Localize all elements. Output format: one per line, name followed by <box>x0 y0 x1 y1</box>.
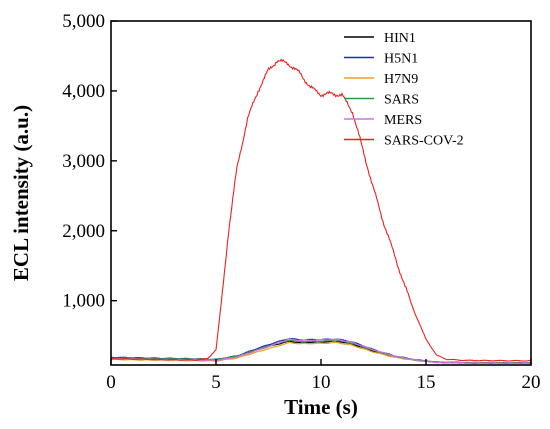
legend-label-sars-cov-2: SARS-COV-2 <box>384 134 464 149</box>
plot-lines <box>110 58 532 365</box>
y-tick-label: 1,000 <box>62 291 105 312</box>
y-tick-label: 3,000 <box>62 151 105 172</box>
legend-label-h7n9: H7N9 <box>384 72 418 87</box>
x-tick-label: 5 <box>211 372 221 393</box>
plot-frame <box>110 20 532 366</box>
x-tick-label: 15 <box>417 372 436 393</box>
legend-label-hin1: HIN1 <box>384 31 416 46</box>
x-tick-label: 10 <box>312 372 331 393</box>
y-tick-label: 5,000 <box>62 11 105 32</box>
y-axis-ticks: 1,000 2,000 3,000 4,000 5,000 <box>62 11 117 312</box>
legend-label-h5n1: H5N1 <box>384 52 418 67</box>
x-axis-ticks: 0 5 10 15 20 <box>106 359 541 393</box>
x-tick-label: 20 <box>522 372 541 393</box>
legend: HIN1 H5N1 H7N9 SARS MERS SARS-COV-2 <box>344 31 464 149</box>
x-tick-label: 0 <box>106 372 116 393</box>
legend-label-sars: SARS <box>384 93 419 108</box>
y-tick-label: 4,000 <box>62 81 105 102</box>
series-line-mers <box>110 338 532 365</box>
y-tick-label: 2,000 <box>62 221 105 242</box>
series-line-sars-cov-2 <box>110 58 532 362</box>
legend-label-mers: MERS <box>384 113 422 128</box>
y-axis-title: ECL intensity (a.u.) <box>9 105 33 281</box>
x-axis-title: Time (s) <box>284 395 358 419</box>
